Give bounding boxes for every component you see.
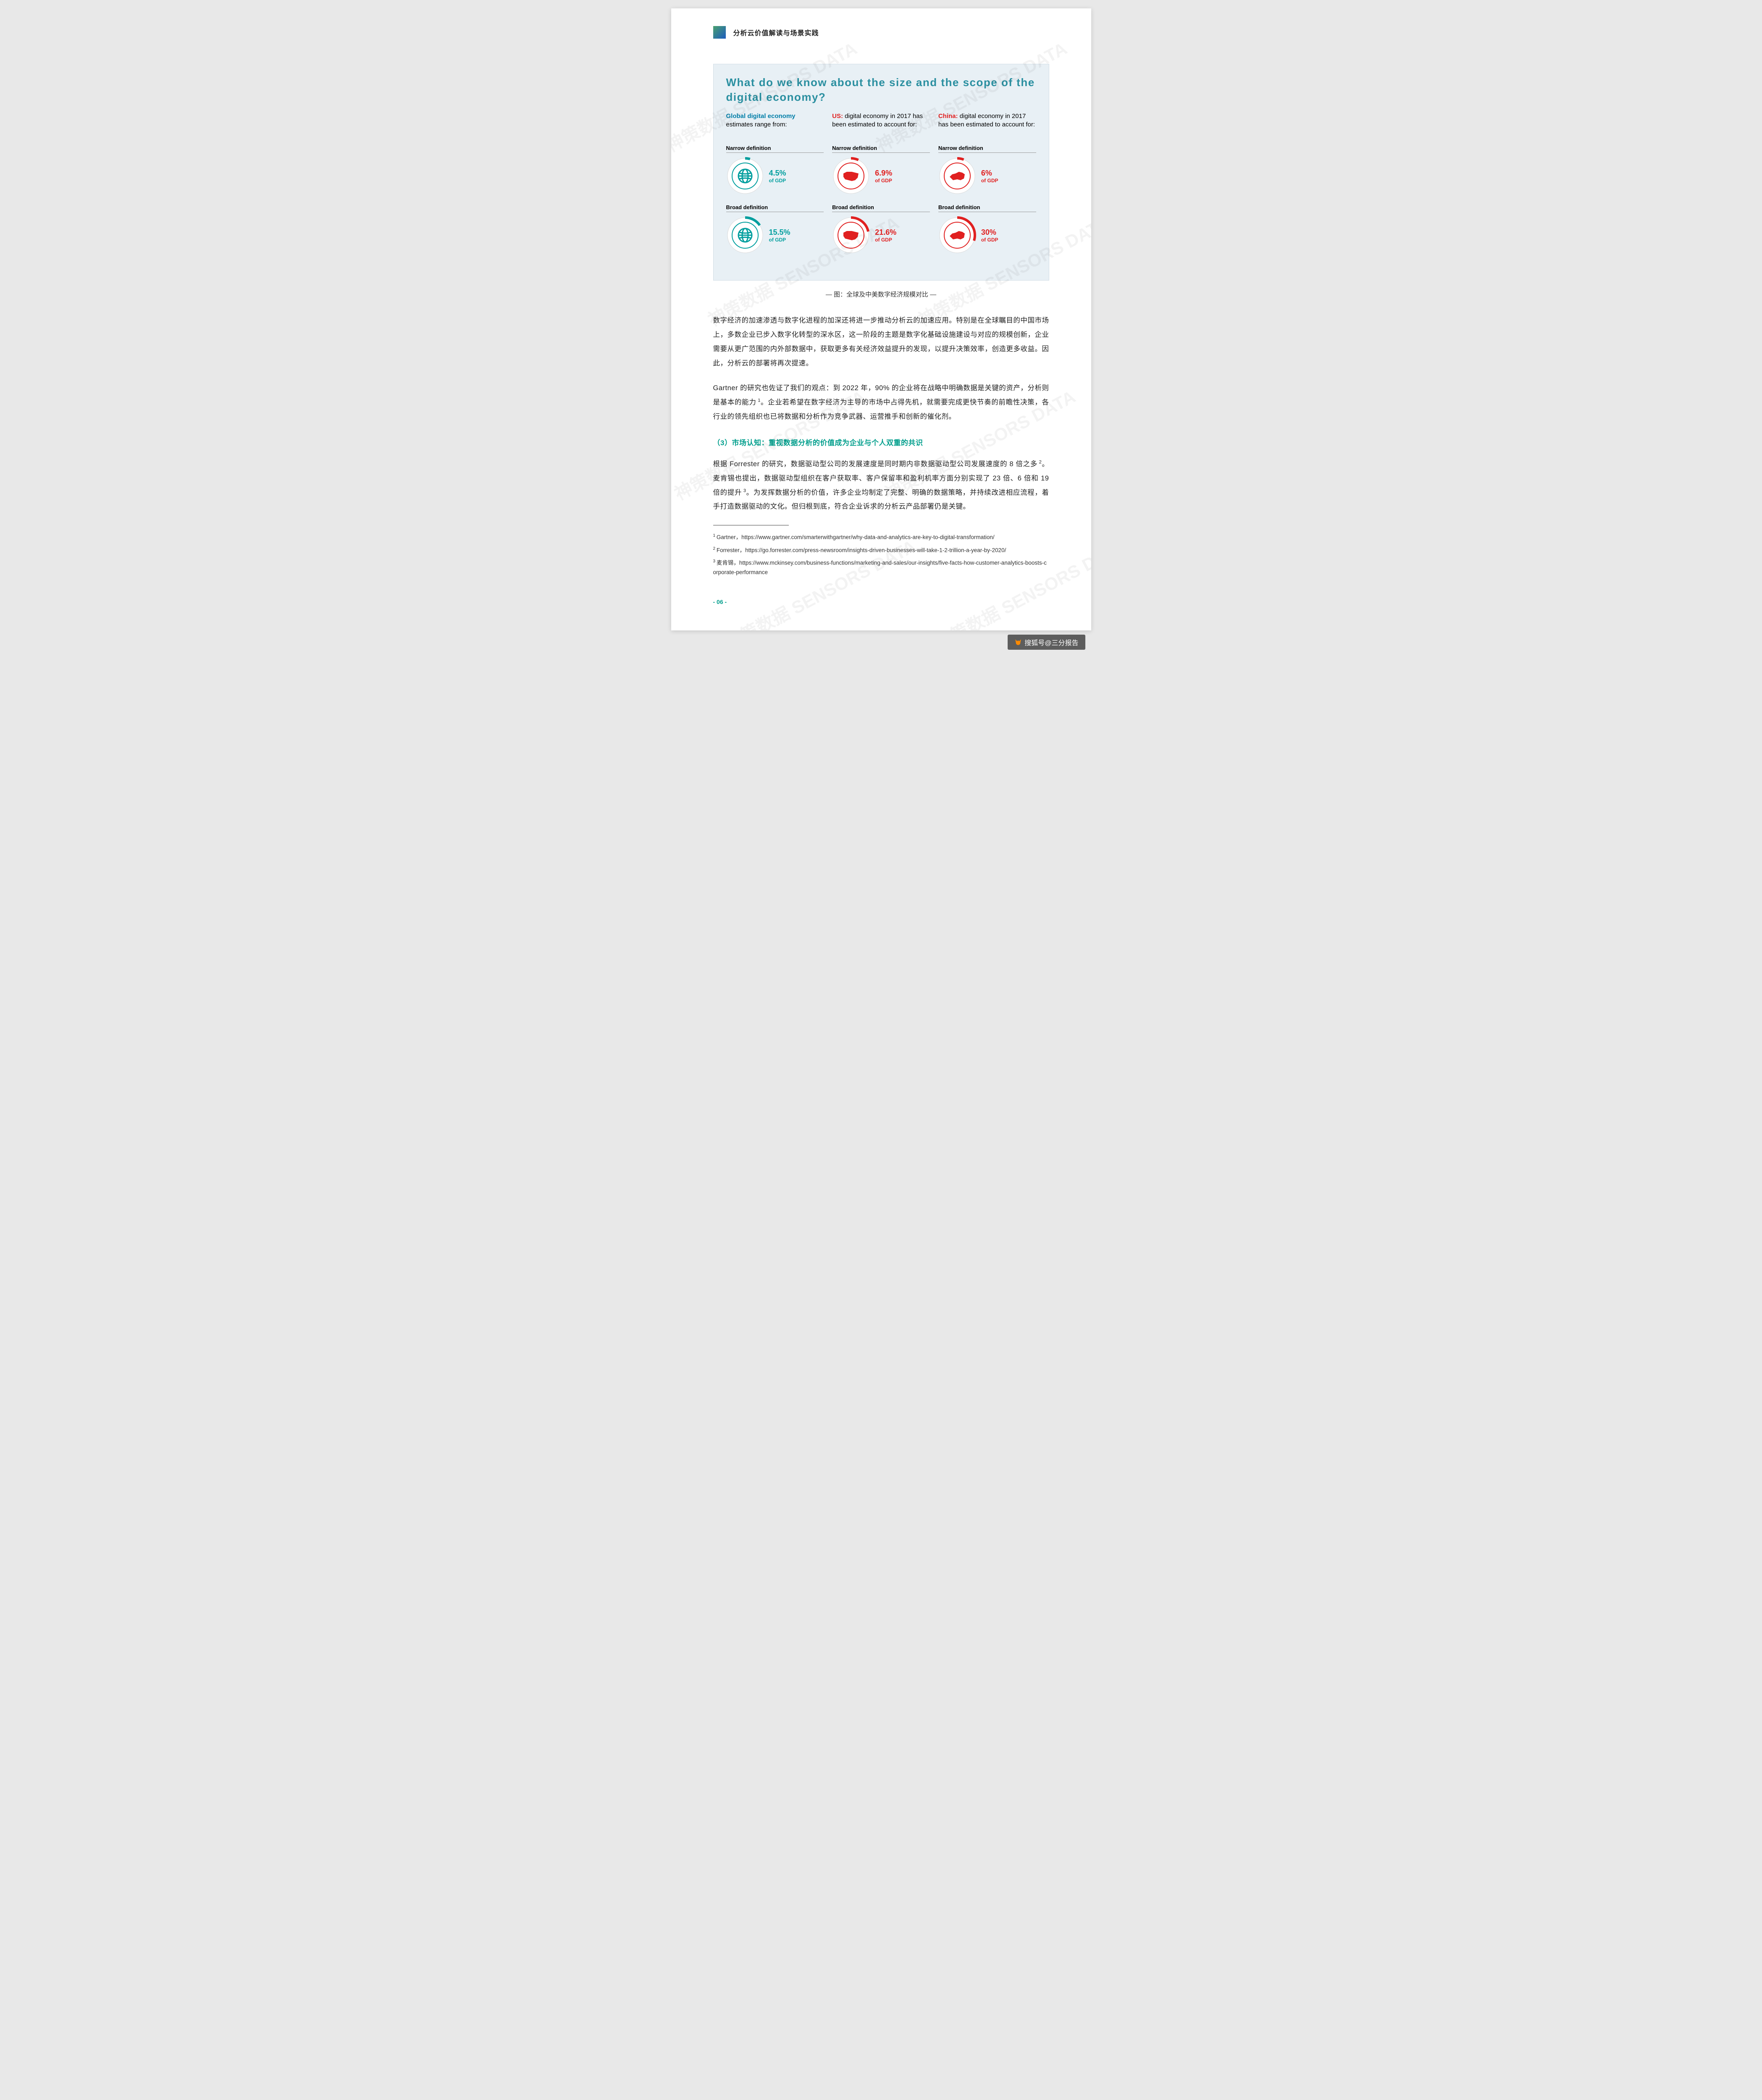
gauge-icon: [938, 157, 976, 195]
footnote-3: 3 麦肯锡，https://www.mckinsey.com/business-…: [713, 558, 1049, 578]
infographic-panel: What do we know about the size and the s…: [713, 64, 1049, 281]
broad-definition-label: Broad definition: [726, 204, 824, 212]
footnote-ref-3: 3: [742, 488, 746, 493]
gdp-label: of GDP: [875, 178, 892, 184]
broad-gauge-text: 21.6% of GDP: [875, 228, 896, 243]
broad-gauge-row: 30% of GDP: [938, 216, 1036, 254]
broad-gauge-row: 15.5% of GDP: [726, 216, 824, 254]
document-page: 神策数据 SENSORS DATA 神策数据 SENSORS DATA 神策数据…: [671, 8, 1091, 630]
column-heading: China: digital economy in 2017 has been …: [938, 112, 1036, 139]
sohu-credit-badge: 搜狐号@三分报告: [1008, 635, 1085, 650]
para3-pre: 根据 Forrester 的研究，数据驱动型公司的发展速度是同时期内非数据驱动型…: [713, 460, 1037, 468]
infographic-columns: Global digital economy estimates range f…: [726, 112, 1036, 263]
narrow-definition-label: Narrow definition: [726, 145, 824, 153]
column-heading: Global digital economy estimates range f…: [726, 112, 824, 139]
header-gradient-icon: [713, 26, 726, 39]
body-paragraph-3: 根据 Forrester 的研究，数据驱动型公司的发展速度是同时期内非数据驱动型…: [713, 457, 1049, 514]
broad-definition-label: Broad definition: [938, 204, 1036, 212]
broad-gauge-text: 15.5% of GDP: [769, 228, 790, 243]
para3-post: 。为发挥数据分析的价值，许多企业均制定了完整、明确的数据策略，并持续改进相应流程…: [713, 489, 1049, 511]
narrow-gauge-row: 6% of GDP: [938, 157, 1036, 195]
footnote-1: 1 Gartner，https://www.gartner.com/smarte…: [713, 532, 1049, 542]
page-header: 分析云价值解读与场景实践: [713, 26, 1049, 39]
gdp-label: of GDP: [981, 237, 998, 243]
broad-gauge-text: 30% of GDP: [981, 228, 998, 243]
para2-post: 。企业若希望在数字经济为主导的市场中占得先机，就需要完成更快节奏的前瞻性决策，各…: [713, 399, 1049, 420]
figure-caption: — 图：全球及中美数字经济规模对比 —: [713, 290, 1049, 299]
footnote-1-text: Gartner，https://www.gartner.com/smarterw…: [717, 534, 995, 541]
narrow-pct: 4.5%: [769, 169, 786, 178]
column-head-rest: digital economy in 2017 has been estimat…: [832, 113, 923, 128]
narrow-gauge-row: 6.9% of GDP: [832, 157, 930, 195]
column-head-strong: Global digital economy: [726, 113, 796, 120]
gauge-icon: [938, 216, 976, 254]
column-heading: US: digital economy in 2017 has been est…: [832, 112, 930, 139]
footnote-2: 2 Forrester，https://go.forrester.com/pre…: [713, 545, 1049, 555]
footnote-2-text: Forrester，https://go.forrester.com/press…: [717, 547, 1006, 553]
gdp-label: of GDP: [769, 178, 786, 184]
narrow-definition-label: Narrow definition: [938, 145, 1036, 153]
broad-definition-label: Broad definition: [832, 204, 930, 212]
footnote-ref-1: 1: [756, 398, 761, 403]
narrow-gauge-text: 6% of GDP: [981, 169, 998, 184]
broad-pct: 30%: [981, 228, 998, 237]
sohu-credit-text: 搜狐号@三分报告: [1024, 637, 1078, 647]
gdp-label: of GDP: [875, 237, 896, 243]
body-paragraph-2: Gartner 的研究也佐证了我们的观点：到 2022 年，90% 的企业将在战…: [713, 381, 1049, 424]
footnote-ref-2: 2: [1037, 459, 1042, 465]
narrow-definition-label: Narrow definition: [832, 145, 930, 153]
gauge-icon: [832, 216, 870, 254]
narrow-gauge-row: 4.5% of GDP: [726, 157, 824, 195]
footnote-3-text: 麦肯锡，https://www.mckinsey.com/business-fu…: [713, 560, 1047, 576]
gauge-icon: [832, 157, 870, 195]
infographic-column-china: China: digital economy in 2017 has been …: [938, 112, 1036, 263]
gdp-label: of GDP: [981, 178, 998, 184]
narrow-gauge-text: 6.9% of GDP: [875, 169, 892, 184]
broad-pct: 21.6%: [875, 228, 896, 237]
sohu-fox-icon: [1014, 638, 1022, 646]
header-title: 分析云价值解读与场景实践: [733, 27, 819, 37]
narrow-gauge-text: 4.5% of GDP: [769, 169, 786, 184]
gdp-label: of GDP: [769, 237, 790, 243]
broad-gauge-row: 21.6% of GDP: [832, 216, 930, 254]
section-heading: （3）市场认知：重视数据分析的价值成为企业与个人双重的共识: [713, 437, 1049, 447]
infographic-column-us: US: digital economy in 2017 has been est…: [832, 112, 930, 263]
infographic-column-global: Global digital economy estimates range f…: [726, 112, 824, 263]
column-head-strong: US:: [832, 113, 843, 120]
narrow-pct: 6.9%: [875, 169, 892, 178]
column-head-rest: estimates range from:: [726, 121, 787, 128]
infographic-title: What do we know about the size and the s…: [726, 75, 1036, 105]
column-head-strong: China:: [938, 113, 958, 120]
page-number: - 06 -: [713, 598, 1049, 605]
broad-pct: 15.5%: [769, 228, 790, 237]
gauge-icon: [726, 157, 764, 195]
narrow-pct: 6%: [981, 169, 998, 178]
body-paragraph-1: 数字经济的加速渗透与数字化进程的加深还将进一步推动分析云的加速应用。特别是在全球…: [713, 314, 1049, 370]
gauge-icon: [726, 216, 764, 254]
